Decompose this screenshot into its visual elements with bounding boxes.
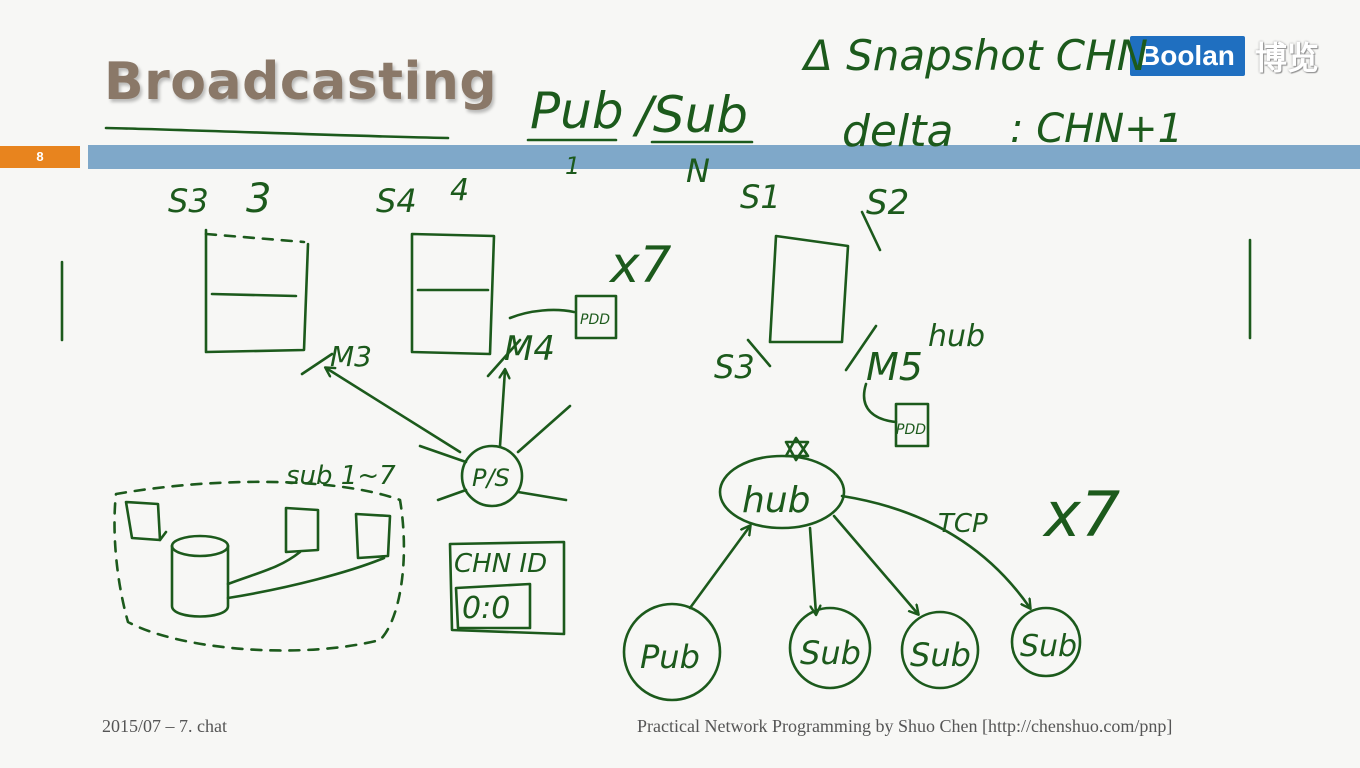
pub-node-label: Pub [640,638,700,676]
subscriber-doc-3 [354,512,392,560]
sub-node-2 [900,610,980,690]
sub-count: N [686,152,710,190]
hub-node [718,454,846,530]
pubsub-node [460,444,524,508]
sub-node-3-label: Sub [1020,629,1077,664]
slide-number: 8 [0,146,80,168]
server-s3-count: 3 [246,176,271,222]
pdd-label-b: PDD [896,422,926,438]
subscriber-doc-2 [284,506,320,554]
subscriber-group-label: sub 1~7 [286,461,396,491]
pub-node [622,602,722,702]
server-s3-label: S3 [168,182,209,220]
server-s1-label: S1 [740,178,781,216]
delta-label: delta [842,106,953,157]
brand-logo: Boolan 博览 [1130,36,1319,77]
pub-label: Pub [530,82,624,140]
header-rule-bar [88,145,1360,169]
sub-label: /Sub [632,86,748,144]
chn-id-box [448,540,566,636]
chn-id-value: 0:0 [462,591,510,626]
server-s4-count: 4 [450,173,469,208]
pdd-label-a: PDD [580,312,610,328]
server-multiplier: x7 [608,236,672,294]
machine-m3-label: M3 [330,340,372,373]
server-s1-box [768,234,850,344]
subscriber-doc-1 [124,500,162,542]
snapshot-note: Δ Snapshot CHN [801,31,1148,80]
sub-node-1 [788,606,872,690]
pdd-box-b [894,402,930,448]
pub-count: 1 [565,152,580,180]
server-s2-label: S2 [866,183,909,223]
sub-node-2-label: Sub [910,636,971,674]
pdd-box-a [574,294,618,340]
database-body [170,544,230,618]
brand-chinese-name: 博览 [1254,39,1319,77]
hub-multiplier: x7 [1042,478,1120,551]
brand-name: Boolan [1130,36,1245,76]
footer-credit: Practical Network Programming by Shuo Ch… [637,716,1173,736]
delta-value: : CHN+1 [1010,106,1183,152]
sub-node-1-label: Sub [800,634,861,672]
tcp-label: TCP [938,509,988,539]
title-underline [104,126,450,140]
pubsub-label: P/S [472,464,510,492]
server-s4-box [410,232,496,356]
server-s4-label: S4 [376,182,417,220]
database-top [170,534,230,558]
subscriber-group-boundary [113,480,406,652]
server-s3-box [204,228,310,354]
sub-node-3 [1010,606,1082,678]
chn-id-title: CHN ID [454,549,547,579]
server-s3-right-label: S3 [714,348,755,386]
footer-date: 2015/07 – 7. chat [102,716,227,736]
hub-note: hub [928,319,985,354]
hub-label: hub [742,480,810,521]
machine-m5-label: M5 [866,345,923,389]
slide-title: Broadcasting [104,52,498,112]
